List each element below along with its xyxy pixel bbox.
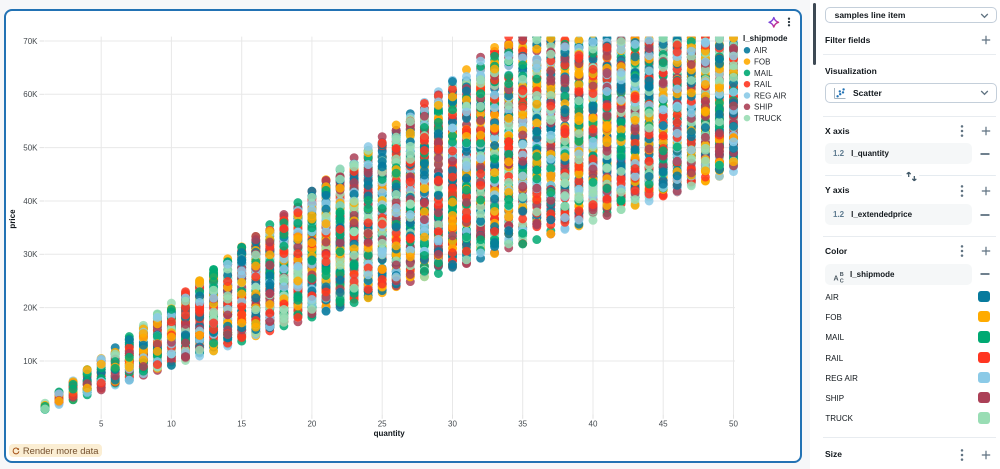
- svg-text:5: 5: [99, 420, 104, 429]
- svg-text:quantity: quantity: [374, 429, 406, 438]
- svg-text:10: 10: [167, 420, 176, 429]
- svg-text:20K: 20K: [23, 304, 38, 313]
- svg-text:45: 45: [659, 420, 668, 429]
- svg-text:20: 20: [307, 420, 316, 429]
- svg-text:35: 35: [518, 420, 527, 429]
- svg-text:40K: 40K: [23, 197, 38, 206]
- svg-text:30K: 30K: [23, 250, 38, 259]
- svg-text:price: price: [8, 209, 17, 229]
- svg-text:50K: 50K: [23, 144, 38, 153]
- svg-text:25: 25: [378, 420, 387, 429]
- svg-text:15: 15: [237, 420, 246, 429]
- svg-text:40: 40: [589, 420, 598, 429]
- svg-text:50: 50: [729, 420, 738, 429]
- svg-text:10K: 10K: [23, 357, 38, 366]
- svg-text:60K: 60K: [23, 90, 38, 99]
- svg-text:30: 30: [448, 420, 457, 429]
- svg-text:70K: 70K: [23, 37, 38, 46]
